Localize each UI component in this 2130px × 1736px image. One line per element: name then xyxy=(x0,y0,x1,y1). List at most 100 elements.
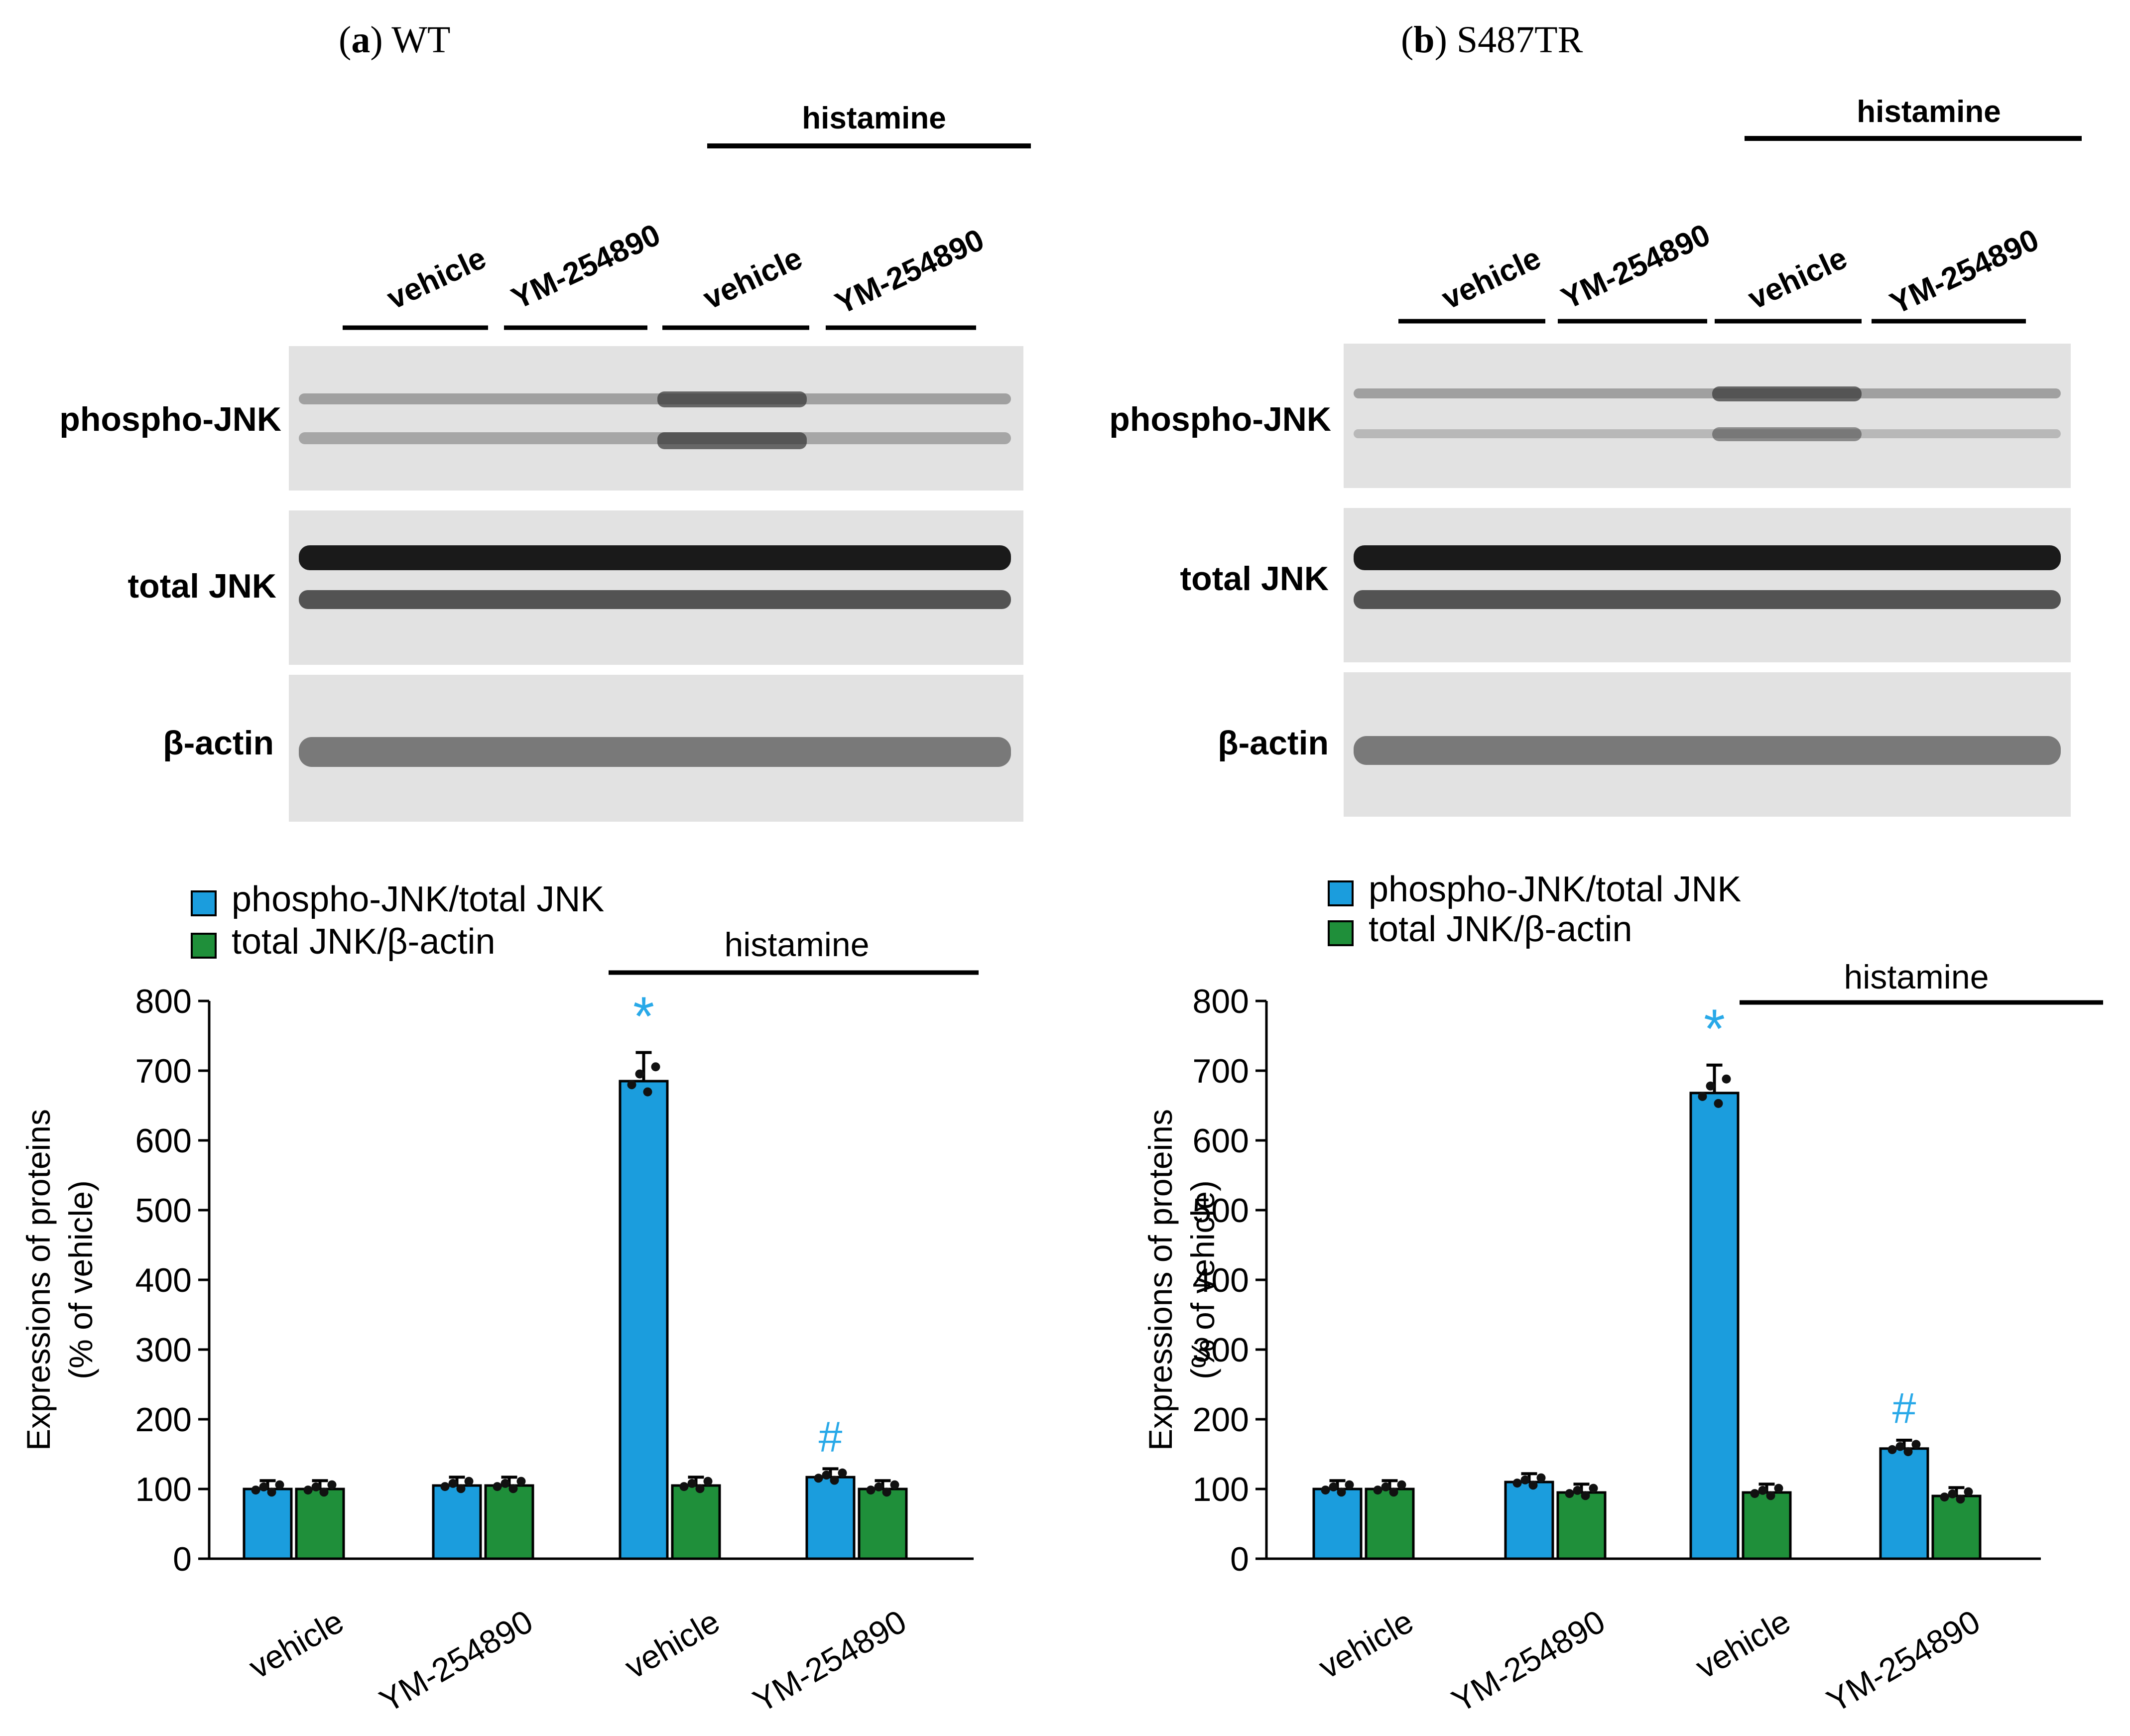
data-point xyxy=(1381,1482,1390,1491)
data-point xyxy=(1903,1447,1913,1457)
y-tick-label: 0 xyxy=(1230,1540,1249,1578)
panel-letter: b xyxy=(1413,19,1434,61)
y-tick-label: 200 xyxy=(135,1401,192,1439)
y-tick-label: 400 xyxy=(135,1261,192,1299)
bar xyxy=(858,1488,908,1560)
blot-band xyxy=(299,545,1011,570)
blot-membrane-total xyxy=(289,510,1023,665)
panel-title-text: S487TR xyxy=(1457,19,1583,61)
legend-swatch xyxy=(191,933,217,959)
data-point xyxy=(1520,1475,1530,1485)
data-point xyxy=(830,1476,839,1485)
data-point xyxy=(1329,1482,1338,1491)
bar xyxy=(243,1488,293,1560)
data-point xyxy=(1321,1486,1330,1495)
bar xyxy=(1365,1488,1415,1560)
y-axis-label: Expressions of proteins (% of vehicle) xyxy=(20,1109,99,1451)
blot-band xyxy=(299,393,1011,404)
significance-marker: # xyxy=(1892,1384,1916,1432)
legend-swatch xyxy=(1328,920,1354,946)
blot-band xyxy=(1354,429,2061,438)
bar xyxy=(671,1484,721,1560)
blot-row-label: β-actin xyxy=(163,724,274,762)
blot-band xyxy=(1712,386,1862,401)
y-tick-label: 300 xyxy=(135,1331,192,1369)
bar xyxy=(484,1484,534,1560)
data-point xyxy=(440,1482,450,1491)
data-point xyxy=(1887,1445,1897,1454)
legend-label: total JNK/β-actin xyxy=(232,922,496,962)
blot-membrane-phospho xyxy=(1344,344,2071,488)
legend-label: phospho-JNK/total JNK xyxy=(1369,869,1741,909)
bar xyxy=(1931,1494,1982,1560)
bar xyxy=(805,1476,856,1560)
y-tick-label: 500 xyxy=(135,1192,192,1230)
data-point xyxy=(275,1480,284,1489)
bar xyxy=(1504,1481,1554,1560)
data-point xyxy=(508,1484,518,1493)
y-tick-label: 700 xyxy=(135,1052,192,1090)
x-tick-label: vehicle xyxy=(1689,1603,1796,1686)
panel-s487tr: (b) S487TR histamine vehicle YM-254890 v… xyxy=(1065,0,2130,1736)
blot-row-label: total JNK xyxy=(1180,560,1329,598)
blot-band xyxy=(1712,427,1862,441)
data-point xyxy=(1389,1488,1398,1497)
data-point xyxy=(456,1484,466,1493)
data-point xyxy=(1714,1099,1723,1108)
data-point xyxy=(493,1482,502,1491)
legend-swatch xyxy=(1328,880,1354,906)
blot-band xyxy=(657,432,807,449)
data-point xyxy=(703,1477,713,1486)
data-point xyxy=(1345,1480,1354,1489)
data-point xyxy=(1750,1489,1759,1498)
blot-band xyxy=(657,391,807,407)
significance-marker: * xyxy=(633,986,654,1047)
y-tick-label: 700 xyxy=(1193,1052,1249,1090)
bar xyxy=(1312,1488,1363,1560)
blot-band xyxy=(1354,545,2061,570)
blot-histamine-label: histamine xyxy=(802,101,946,135)
bar xyxy=(295,1488,345,1560)
blot-membrane-phospho xyxy=(289,346,1023,491)
y-tick-label: 600 xyxy=(135,1122,192,1160)
data-point xyxy=(448,1479,458,1488)
legend-swatch xyxy=(191,890,217,916)
data-point xyxy=(1758,1486,1767,1495)
x-tick-label: YM-254890 xyxy=(747,1603,912,1720)
blot-band xyxy=(299,432,1011,444)
data-point xyxy=(259,1482,268,1491)
data-point xyxy=(1948,1489,1957,1498)
y-axis-label: Expressions of proteins (% of vehicle) xyxy=(1142,1109,1221,1451)
data-point xyxy=(1512,1479,1522,1488)
data-point xyxy=(635,1069,644,1079)
bar xyxy=(619,1080,669,1560)
y-axis-label-line: Expressions of proteins xyxy=(1142,1109,1179,1451)
data-point xyxy=(1581,1491,1590,1500)
blot-row-label: β-actin xyxy=(1218,724,1329,762)
panel-wt: (a) WT histamine vehicle YM-254890 vehic… xyxy=(20,19,1031,1720)
y-tick-label: 600 xyxy=(1193,1122,1249,1160)
data-point xyxy=(643,1087,652,1097)
data-point xyxy=(822,1471,831,1480)
data-point xyxy=(311,1482,321,1491)
x-tick-label: YM-254890 xyxy=(1820,1603,1986,1720)
data-point xyxy=(1940,1492,1949,1502)
bar xyxy=(432,1484,482,1560)
data-point xyxy=(251,1486,260,1495)
y-axis-label-line: Expressions of proteins xyxy=(20,1109,57,1451)
blot-membrane-total xyxy=(1344,508,2071,662)
data-point xyxy=(516,1477,526,1486)
x-tick-label: YM-254890 xyxy=(1445,1603,1611,1720)
y-tick-label: 800 xyxy=(135,983,192,1020)
data-point xyxy=(1964,1487,1973,1496)
histamine-label: histamine xyxy=(724,926,869,964)
legend-label: phospho-JNK/total JNK xyxy=(232,879,604,919)
bar xyxy=(1689,1092,1740,1560)
data-point xyxy=(1573,1486,1582,1495)
y-tick-label: 400 xyxy=(1193,1261,1249,1299)
data-point xyxy=(814,1474,823,1483)
x-tick-label: vehicle xyxy=(243,1603,350,1686)
blot-histamine-label: histamine xyxy=(1857,95,2001,129)
data-point xyxy=(1698,1092,1707,1101)
